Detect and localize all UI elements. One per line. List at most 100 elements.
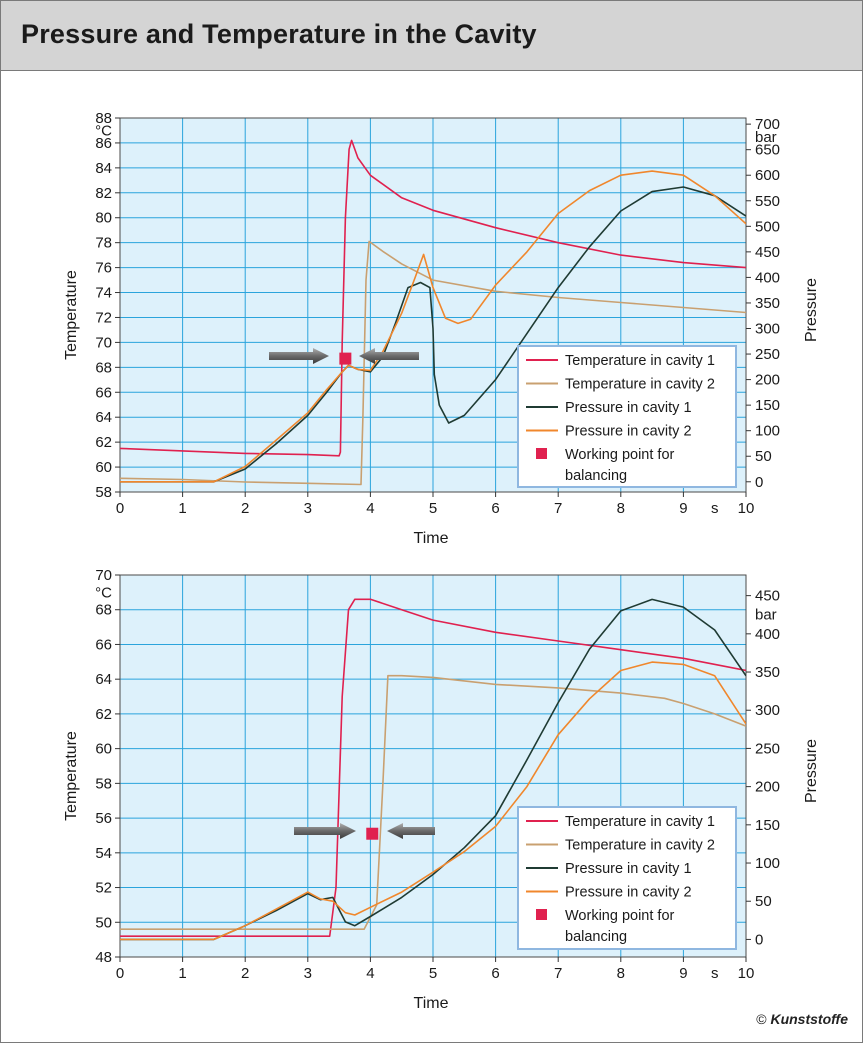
legend-label: balancing	[565, 929, 627, 945]
x-unit-label: s	[711, 500, 719, 517]
x-tick-label: 1	[178, 500, 186, 517]
x-tick-label: 2	[241, 500, 249, 517]
y-left-tick-label: 58	[95, 484, 112, 501]
y-right-tick-label: 50	[755, 448, 772, 465]
arrow-right-pointing	[294, 823, 356, 839]
y-right-tick-label: 550	[755, 193, 780, 210]
x-axis-title: Time	[414, 995, 449, 1012]
legend-label: Pressure in cavity 1	[565, 861, 692, 877]
series-line-pressure-in-cavity-1	[120, 598, 746, 941]
y-left-tick-label: 54	[95, 845, 112, 862]
y-right-tick-label: 700	[755, 116, 780, 133]
legend-box	[517, 345, 737, 488]
y-left-tick-label: 64	[95, 671, 112, 688]
x-tick-label: 0	[116, 965, 124, 982]
x-tick-label: 7	[554, 965, 562, 982]
y-right-tick-label: 500	[755, 218, 780, 235]
x-tick-label: 8	[617, 500, 625, 517]
y-left-tick-label: 66	[95, 384, 112, 401]
series-line-pressure-in-cavity-2	[120, 661, 746, 941]
y-left-tick-label: 60	[95, 741, 112, 758]
x-tick-label: 9	[679, 500, 687, 517]
legend-label: Temperature in cavity 2	[565, 377, 715, 393]
y-left-tick-label: 88	[95, 110, 112, 127]
y-left-tick-label: 86	[95, 135, 112, 152]
y-left-tick-label: 68	[95, 359, 112, 376]
x-tick-label: 1	[178, 965, 186, 982]
y-right-tick-label: 250	[755, 740, 780, 757]
y-left-tick-label: 70	[95, 567, 112, 584]
y-left-tick-label: 80	[95, 210, 112, 227]
y-left-tick-label: 70	[95, 334, 112, 351]
x-tick-label: 3	[304, 965, 312, 982]
x-tick-label: 0	[116, 500, 124, 517]
x-tick-label: 7	[554, 500, 562, 517]
x-tick-label: 8	[617, 965, 625, 982]
y-right-tick-label: 650	[755, 142, 780, 159]
legend-label: Temperature in cavity 1	[565, 814, 715, 830]
y-left-axis-title: Temperature	[63, 731, 80, 821]
legend-box	[517, 806, 737, 950]
page-title: Pressure and Temperature in the Cavity	[21, 19, 537, 49]
y-left-unit-label: °C	[95, 584, 112, 601]
y-left-tick-label: 62	[95, 434, 112, 451]
copyright-credit: © Kunststoffe	[756, 1011, 848, 1027]
y-right-tick-label: 250	[755, 346, 780, 363]
legend-label: Temperature in cavity 1	[565, 353, 715, 369]
y-right-tick-label: 450	[755, 244, 780, 261]
y-left-tick-label: 56	[95, 810, 112, 827]
x-unit-label: s	[711, 965, 719, 982]
y-right-axis-title: Pressure	[803, 739, 820, 803]
y-right-tick-label: 300	[755, 702, 780, 719]
arrow-left-pointing	[359, 348, 419, 364]
chart-1: 0 1 2 3 4 5 6 7 8 9 10sTime58606264666870727476788…	[63, 110, 820, 547]
y-left-tick-label: 76	[95, 260, 112, 277]
x-tick-label: 3	[304, 500, 312, 517]
y-left-axis-title: Temperature	[63, 270, 80, 360]
y-left-tick-label: 68	[95, 602, 112, 619]
y-left-tick-label: 78	[95, 235, 112, 252]
y-right-tick-label: 150	[755, 817, 780, 834]
y-right-tick-label: 600	[755, 167, 780, 184]
y-right-unit-label: bar	[755, 129, 777, 146]
legend-label: Working point for	[565, 447, 675, 463]
series-line-pressure-in-cavity-1	[120, 186, 746, 483]
y-right-tick-label: 0	[755, 474, 763, 491]
x-tick-label: 4	[366, 500, 374, 517]
legend-label: balancing	[565, 468, 627, 484]
legend-label: Pressure in cavity 1	[565, 400, 692, 416]
x-tick-label: 9	[679, 965, 687, 982]
copyright-symbol: ©	[756, 1011, 767, 1027]
x-tick-label: 10	[738, 965, 755, 982]
y-right-tick-label: 50	[755, 893, 772, 910]
chart-2: 0 1 2 3 4 5 6 7 8 9 10sTime48505254565860626466687…	[63, 567, 820, 1012]
y-right-tick-label: 400	[755, 269, 780, 286]
y-right-tick-label: 350	[755, 664, 780, 681]
title-bar: Pressure and Temperature in the Cavity	[1, 1, 862, 71]
y-left-unit-label: °C	[95, 122, 112, 139]
x-tick-label: 2	[241, 965, 249, 982]
y-left-tick-label: 64	[95, 409, 112, 426]
y-right-unit-label: bar	[755, 607, 777, 624]
series-group	[120, 139, 746, 486]
series-line-pressure-in-cavity-2	[120, 170, 746, 483]
x-tick-label: 6	[491, 965, 499, 982]
y-right-tick-label: 200	[755, 372, 780, 389]
y-left-tick-label: 58	[95, 775, 112, 792]
arrow-right-pointing	[269, 348, 329, 364]
y-right-tick-label: 100	[755, 423, 780, 440]
y-right-tick-label: 100	[755, 855, 780, 872]
y-right-tick-label: 450	[755, 588, 780, 605]
x-axis-title: Time	[414, 530, 449, 547]
arrow-left-pointing	[387, 823, 435, 839]
series-group	[120, 598, 746, 941]
series-line-temperature-in-cavity-1	[120, 139, 746, 457]
y-left-tick-label: 62	[95, 706, 112, 723]
series-line-temperature-in-cavity-2	[120, 240, 746, 486]
y-right-tick-label: 350	[755, 295, 780, 312]
x-tick-label: 5	[429, 500, 437, 517]
legend-marker-swatch	[536, 448, 547, 459]
y-left-tick-label: 48	[95, 949, 112, 966]
